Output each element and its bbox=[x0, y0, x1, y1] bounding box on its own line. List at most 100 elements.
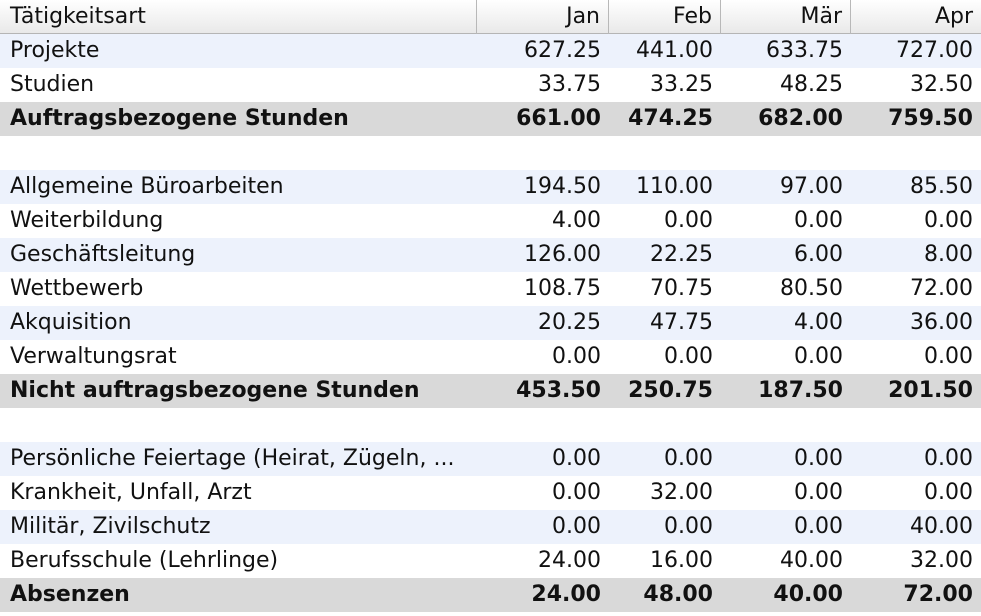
row-value: 682.00 bbox=[758, 106, 843, 131]
row-value: 48.25 bbox=[780, 72, 843, 97]
row-value: 0.00 bbox=[794, 344, 843, 369]
row-value bbox=[721, 136, 851, 170]
row-label: Wettbewerb bbox=[10, 276, 144, 301]
row-value: 0.00 bbox=[664, 514, 713, 539]
table-row[interactable]: Geschäftsleitung 126.00 22.25 6.00 8.00 bbox=[0, 238, 981, 272]
row-value: 40.00 bbox=[773, 582, 843, 607]
row-value: 0.00 bbox=[552, 480, 601, 505]
row-value: 0.00 bbox=[664, 446, 713, 471]
row-label: Auftragsbezogene Stunden bbox=[10, 106, 349, 131]
column-header-jan[interactable]: Jan bbox=[477, 0, 609, 34]
row-value: 32.50 bbox=[910, 72, 973, 97]
row-value bbox=[721, 408, 851, 442]
row-value bbox=[851, 136, 981, 170]
row-value bbox=[609, 408, 721, 442]
row-value: 108.75 bbox=[524, 276, 601, 301]
row-label: Absenzen bbox=[10, 582, 130, 607]
column-header-feb[interactable]: Feb bbox=[609, 0, 721, 34]
table-spacer-row[interactable] bbox=[0, 136, 981, 170]
column-header-activity-type[interactable]: Tätigkeitsart bbox=[0, 0, 477, 34]
table-row[interactable]: Allgemeine Büroarbeiten 194.50 110.00 97.00… bbox=[0, 170, 981, 204]
row-label: Nicht auftragsbezogene Stunden bbox=[10, 378, 420, 403]
row-value: 441.00 bbox=[636, 38, 713, 63]
row-value: 0.00 bbox=[794, 446, 843, 471]
table-spacer-row[interactable] bbox=[0, 408, 981, 442]
row-value: 0.00 bbox=[924, 480, 973, 505]
table-row[interactable]: Militär, Zivilschutz 0.00 0.00 0.00 40.00 bbox=[0, 510, 981, 544]
row-value: 40.00 bbox=[910, 514, 973, 539]
row-value: 0.00 bbox=[794, 208, 843, 233]
row-value: 72.00 bbox=[903, 582, 973, 607]
row-value: 0.00 bbox=[664, 208, 713, 233]
table-row[interactable]: Weiterbildung 4.00 0.00 0.00 0.00 bbox=[0, 204, 981, 238]
row-value: 4.00 bbox=[794, 310, 843, 335]
row-value: 0.00 bbox=[924, 344, 973, 369]
row-value: 32.00 bbox=[650, 480, 713, 505]
row-value: 194.50 bbox=[524, 174, 601, 199]
table-total-row[interactable]: Absenzen 24.00 48.00 40.00 72.00 bbox=[0, 578, 981, 612]
row-label: Akquisition bbox=[10, 310, 132, 335]
column-header-mar[interactable]: Mär bbox=[721, 0, 851, 34]
row-label bbox=[0, 408, 477, 442]
row-label: Projekte bbox=[10, 38, 100, 63]
row-value: 0.00 bbox=[794, 480, 843, 505]
row-value: 72.00 bbox=[910, 276, 973, 301]
row-value: 0.00 bbox=[924, 208, 973, 233]
row-value bbox=[609, 136, 721, 170]
row-value: 0.00 bbox=[794, 514, 843, 539]
row-label: Geschäftsleitung bbox=[10, 242, 196, 267]
row-value: 110.00 bbox=[636, 174, 713, 199]
row-value: 24.00 bbox=[538, 548, 601, 573]
row-value: 0.00 bbox=[664, 344, 713, 369]
row-value: 126.00 bbox=[524, 242, 601, 267]
row-value: 759.50 bbox=[888, 106, 973, 131]
row-label: Berufsschule (Lehrlinge) bbox=[10, 548, 279, 573]
row-value: 33.25 bbox=[650, 72, 713, 97]
table-row[interactable]: Krankheit, Unfall, Arzt 0.00 32.00 0.00 0.00 bbox=[0, 476, 981, 510]
row-value: 36.00 bbox=[910, 310, 973, 335]
table-total-row[interactable]: Auftragsbezogene Stunden 661.00 474.25 682.… bbox=[0, 102, 981, 136]
row-value: 8.00 bbox=[924, 242, 973, 267]
table-header: Tätigkeitsart Jan Feb Mär Apr bbox=[0, 0, 981, 34]
table-row[interactable]: Studien 33.75 33.25 48.25 32.50 bbox=[0, 68, 981, 102]
table-row[interactable]: Berufsschule (Lehrlinge) 24.00 16.00 40.00 3… bbox=[0, 544, 981, 578]
row-value: 0.00 bbox=[552, 514, 601, 539]
row-value: 47.75 bbox=[650, 310, 713, 335]
table-row[interactable]: Projekte 627.25 441.00 633.75 727.00 bbox=[0, 34, 981, 68]
row-label: Allgemeine Büroarbeiten bbox=[10, 174, 284, 199]
row-value: 201.50 bbox=[888, 378, 973, 403]
row-value: 22.25 bbox=[650, 242, 713, 267]
row-value: 20.25 bbox=[538, 310, 601, 335]
row-label: Persönliche Feiertage (Heirat, Zügeln, .… bbox=[10, 446, 455, 471]
row-label: Verwaltungsrat bbox=[10, 344, 177, 369]
row-value: 661.00 bbox=[516, 106, 601, 131]
row-value: 250.75 bbox=[628, 378, 713, 403]
row-value: 97.00 bbox=[780, 174, 843, 199]
row-label: Weiterbildung bbox=[10, 208, 164, 233]
row-value: 633.75 bbox=[766, 38, 843, 63]
row-value: 0.00 bbox=[924, 446, 973, 471]
table-total-row[interactable]: Nicht auftragsbezogene Stunden 453.50 250.… bbox=[0, 374, 981, 408]
row-value: 24.00 bbox=[531, 582, 601, 607]
row-value: 627.25 bbox=[524, 38, 601, 63]
column-header-apr[interactable]: Apr bbox=[934, 4, 973, 29]
row-value: 48.00 bbox=[643, 582, 713, 607]
row-value: 0.00 bbox=[552, 344, 601, 369]
table-body: Projekte 627.25 441.00 633.75 727.00 Studien 3… bbox=[0, 34, 981, 612]
row-value: 453.50 bbox=[516, 378, 601, 403]
row-label bbox=[0, 136, 477, 170]
row-value: 32.00 bbox=[910, 548, 973, 573]
table-row[interactable]: Akquisition 20.25 47.75 4.00 36.00 bbox=[0, 306, 981, 340]
row-value: 4.00 bbox=[552, 208, 601, 233]
row-value: 40.00 bbox=[780, 548, 843, 573]
row-value: 187.50 bbox=[758, 378, 843, 403]
table-row[interactable]: Verwaltungsrat 0.00 0.00 0.00 0.00 bbox=[0, 340, 981, 374]
table-row[interactable]: Wettbewerb 108.75 70.75 80.50 72.00 bbox=[0, 272, 981, 306]
row-value: 33.75 bbox=[538, 72, 601, 97]
row-label: Krankheit, Unfall, Arzt bbox=[10, 480, 252, 505]
table-row[interactable]: Persönliche Feiertage (Heirat, Zügeln, .… bbox=[0, 442, 981, 476]
row-value: 85.50 bbox=[910, 174, 973, 199]
row-value: 16.00 bbox=[650, 548, 713, 573]
row-value bbox=[477, 408, 609, 442]
